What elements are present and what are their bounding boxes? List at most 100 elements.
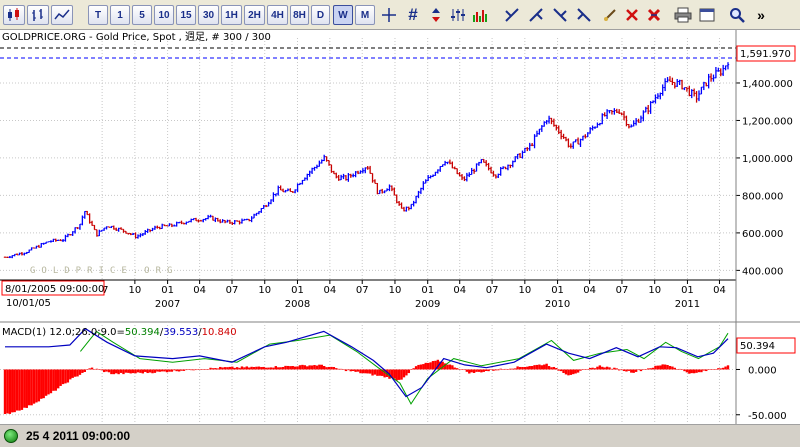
line-chart-icon[interactable] — [51, 5, 73, 25]
print-icon[interactable] — [672, 5, 694, 25]
macd-hist-bar — [637, 369, 640, 371]
macd-hist-bar — [90, 367, 94, 370]
tf-2h-button[interactable]: 2H — [244, 5, 265, 25]
macd-hist-bar — [66, 369, 70, 383]
macd-grid — [0, 322, 736, 424]
macd-hist-bar — [632, 369, 635, 373]
macd-tick-label: 0.000 — [748, 365, 777, 376]
macd-hist-bar — [32, 369, 36, 404]
macd-hist-bar — [291, 366, 294, 370]
draw-line-4-icon[interactable] — [574, 5, 594, 25]
macd-hist-bar — [187, 369, 190, 370]
sliders-icon[interactable] — [448, 5, 468, 25]
last-price-box — [736, 45, 796, 62]
macd-hist-bar — [451, 365, 454, 370]
delete-icon[interactable] — [622, 5, 642, 25]
macd-hist-bar — [73, 369, 77, 377]
macd-hist-bar — [78, 369, 82, 375]
macd-hist-bar — [487, 369, 490, 372]
tf-tick-button[interactable]: T — [88, 5, 108, 25]
chart-area[interactable]: 400.000 600.000 800.000 1,000.000 1,200.000 1… — [0, 30, 800, 424]
tf-m-button[interactable]: M — [355, 5, 375, 25]
macd-hist-bar — [175, 369, 178, 372]
macd-hist-bar — [630, 369, 633, 373]
macd-hist-bar — [601, 366, 604, 370]
macd-hist-bar — [726, 365, 730, 370]
macd-hist-bar — [446, 364, 449, 370]
tf-10-button[interactable]: 10 — [154, 5, 174, 25]
tf-30-button[interactable]: 30 — [198, 5, 219, 25]
price-panel — [0, 30, 800, 306]
macd-hist-bar — [146, 369, 149, 374]
macd-hist-bar — [572, 369, 575, 375]
macd-hist-bar — [289, 366, 292, 370]
macd-hist-bar — [603, 367, 606, 370]
macd-hist-bar — [185, 369, 188, 371]
draw-line-1-icon[interactable] — [502, 5, 522, 25]
macd-hist-bar — [615, 368, 618, 370]
date-tick-label: 01 — [291, 285, 304, 296]
macd-hist-bar — [15, 369, 19, 411]
macd-hist-bar — [337, 368, 340, 370]
zoom-icon[interactable] — [726, 5, 748, 25]
macd-hist-bar — [257, 366, 261, 370]
candlestick-icon[interactable] — [3, 5, 25, 25]
tf-w-button[interactable]: W — [333, 5, 353, 25]
macd-hist-bar — [69, 369, 72, 380]
macd-hist-bar — [153, 369, 157, 373]
macd-hist-bar — [642, 369, 645, 370]
macd-hist-bar — [434, 360, 437, 370]
tf-1h-button[interactable]: 1H — [221, 5, 242, 25]
macd-hist-bar — [347, 369, 350, 371]
tf-1-button[interactable]: 1 — [110, 5, 130, 25]
macd-hist-bar — [523, 366, 527, 370]
macd-hist-bar — [189, 369, 193, 371]
macd-hist-bar — [719, 368, 722, 370]
draw-line-2-icon[interactable] — [526, 5, 546, 25]
more-tools-icon[interactable]: » — [757, 7, 765, 23]
macd-hist-bar — [315, 365, 319, 370]
object-settings-icon[interactable] — [600, 5, 620, 25]
crosshair-icon[interactable] — [378, 5, 400, 25]
price-tick-label: 800.000 — [742, 191, 783, 202]
macd-hist-bar — [272, 367, 275, 370]
macd-hist-bar — [197, 369, 200, 370]
macd-hist-bar — [381, 369, 384, 376]
macd-hist-bar — [688, 369, 691, 374]
macd-hist-bar — [194, 369, 198, 371]
tf-d-button[interactable]: D — [311, 5, 330, 25]
macd-hist-bar — [124, 369, 128, 373]
macd-hist-bar — [277, 367, 280, 370]
chart-canvas[interactable]: 400.000 600.000 800.000 1,000.000 1,200.000 1… — [0, 30, 800, 424]
macd-hist-bar — [366, 369, 369, 374]
volume-icon[interactable] — [470, 5, 492, 25]
macd-hist-bar — [555, 368, 558, 370]
macd-hist-bar — [702, 369, 706, 371]
tf-8h-button[interactable]: 8H — [290, 5, 309, 25]
tf-15-button[interactable]: 15 — [176, 5, 196, 25]
macd-hist-bar — [361, 369, 365, 374]
macd-hist-bar — [492, 369, 495, 371]
macd-hist-bar — [27, 369, 31, 406]
draw-line-3-icon[interactable] — [550, 5, 570, 25]
macd-hist-bar — [127, 369, 130, 373]
arrow-up-down-icon[interactable] — [426, 5, 446, 25]
window-icon[interactable] — [696, 5, 718, 25]
macd-hist-bar — [18, 369, 21, 411]
tf-5-button[interactable]: 5 — [132, 5, 152, 25]
macd-hist-bar — [511, 368, 514, 370]
date-tick-label: 01 — [421, 285, 434, 296]
last-price-label: 1,591.970 — [740, 49, 791, 60]
macd-hist-bar — [721, 367, 725, 370]
delete-all-icon[interactable] — [644, 5, 664, 25]
macd-hist-bar — [134, 369, 137, 374]
macd-hist-bar — [559, 369, 563, 372]
bar-chart-icon[interactable] — [27, 5, 49, 25]
macd-hist-bar — [705, 369, 708, 372]
grid-icon[interactable]: # — [408, 5, 418, 24]
macd-hist-bar — [144, 369, 147, 372]
tf-4h-button[interactable]: 4H — [267, 5, 288, 25]
macd-hist-bar — [484, 369, 488, 371]
macd-hist-bar — [262, 366, 265, 370]
date-tick-label: 07 — [226, 285, 239, 296]
